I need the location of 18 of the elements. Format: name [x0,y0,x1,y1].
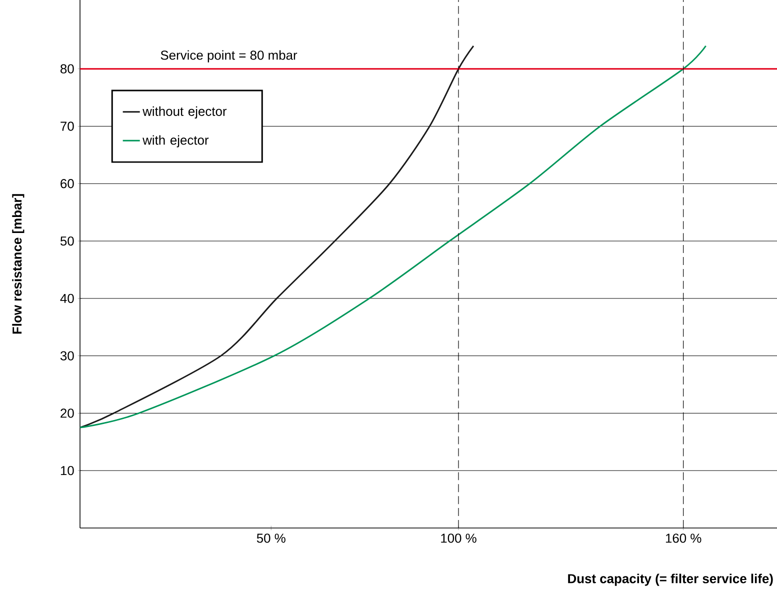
y-tick-label: 60 [60,179,74,188]
line-series [79,45,707,428]
y-tick-label: 20 [60,408,74,418]
y-tick-label: 30 [60,351,74,360]
x-tick-label: 50 % [256,534,286,543]
x-tick-label: 160 % [666,534,702,543]
y-axis-title: Flow resistance [mbar] [12,194,24,334]
x-tick-label: 100 % [441,534,476,543]
ref-line-label: Service point = 80 mbar [160,50,298,62]
legend-label: without ejector [142,106,227,119]
x-axis-title: Dust capacity (= filter service life) [568,574,773,586]
legend-label: with ejector [142,135,209,148]
y-tick-label: 10 [60,466,74,476]
y-tick-label: 50 [60,236,74,246]
y-tick-label: 70 [60,122,74,131]
y-tick-label: 40 [60,294,74,303]
y-tick-label: 80 [60,64,74,74]
line-series [79,45,474,428]
